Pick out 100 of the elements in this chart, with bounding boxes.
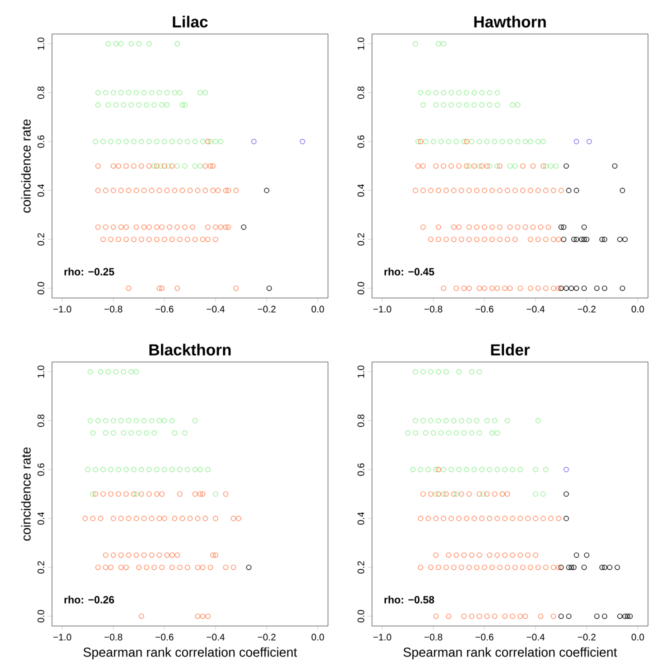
point xyxy=(518,466,523,472)
point xyxy=(412,41,418,46)
point xyxy=(246,564,252,570)
point xyxy=(581,564,587,570)
point xyxy=(123,138,129,144)
point xyxy=(574,188,580,194)
point xyxy=(461,430,467,436)
point xyxy=(489,430,495,436)
point xyxy=(486,102,492,108)
point xyxy=(410,466,416,472)
x-tick-label: −1.0 xyxy=(53,634,72,640)
point xyxy=(212,491,218,497)
x-tick-label: −0.4 xyxy=(526,634,545,640)
point xyxy=(612,163,618,169)
point xyxy=(564,491,569,497)
point xyxy=(120,369,126,374)
point xyxy=(602,564,608,570)
point xyxy=(451,418,456,424)
point xyxy=(500,138,505,144)
chart-title: Hawthorn xyxy=(474,16,546,28)
point xyxy=(535,138,541,144)
x-tick-label: −0.8 xyxy=(424,306,442,312)
point xyxy=(85,466,90,472)
point xyxy=(476,369,482,374)
y-axis-title: coincidence rate xyxy=(21,119,31,213)
point xyxy=(126,418,132,424)
point xyxy=(472,466,477,472)
point xyxy=(118,41,124,46)
point xyxy=(152,102,157,108)
point xyxy=(90,491,96,497)
x-tick-label: −0.8 xyxy=(424,634,442,640)
point xyxy=(476,163,482,169)
point xyxy=(566,188,572,194)
point xyxy=(141,90,147,96)
point xyxy=(134,418,139,424)
y-tick-label: 1.0 xyxy=(38,366,44,378)
point xyxy=(174,163,180,169)
point xyxy=(159,102,165,108)
point xyxy=(469,369,474,374)
point xyxy=(144,430,150,436)
point xyxy=(474,418,480,424)
point xyxy=(120,102,126,108)
point xyxy=(266,286,272,291)
point xyxy=(420,102,426,108)
point xyxy=(620,188,626,194)
point xyxy=(564,163,569,169)
point xyxy=(436,369,442,374)
point xyxy=(512,163,518,169)
point xyxy=(198,163,203,169)
point xyxy=(492,138,498,144)
point xyxy=(472,102,477,108)
point xyxy=(456,466,462,472)
point xyxy=(476,138,482,144)
point xyxy=(103,430,108,436)
point xyxy=(264,188,270,194)
point xyxy=(251,138,257,144)
point xyxy=(607,564,612,570)
point xyxy=(561,224,566,230)
point xyxy=(522,138,528,144)
point xyxy=(430,430,436,436)
point xyxy=(241,224,246,230)
point xyxy=(208,138,214,144)
point xyxy=(566,614,572,619)
point xyxy=(192,163,198,169)
point xyxy=(418,466,424,472)
point xyxy=(564,516,569,522)
point xyxy=(448,102,454,108)
point xyxy=(622,614,628,619)
point xyxy=(100,466,106,472)
point xyxy=(464,102,470,108)
point xyxy=(433,466,439,472)
point xyxy=(504,418,510,424)
y-tick-label: 0.4 xyxy=(38,184,44,197)
point xyxy=(198,90,203,96)
point xyxy=(95,102,101,108)
point xyxy=(405,430,410,436)
point xyxy=(446,430,452,436)
point xyxy=(146,466,152,472)
x-tick-label: −0.4 xyxy=(206,634,225,640)
y-tick-label: 1.0 xyxy=(358,38,364,50)
point xyxy=(480,491,486,497)
point xyxy=(177,138,182,144)
y-tick-label: 0.2 xyxy=(358,233,364,246)
x-tick-label: −0.6 xyxy=(156,634,174,640)
point xyxy=(581,224,587,230)
point xyxy=(568,564,574,570)
y-tick-label: 0.2 xyxy=(38,561,44,574)
point xyxy=(602,614,608,619)
point xyxy=(461,138,467,144)
point xyxy=(415,138,421,144)
y-tick-label: 0.0 xyxy=(358,610,364,622)
x-tick-label: −1.0 xyxy=(373,634,392,640)
point xyxy=(548,163,554,169)
x-tick-label: 0.0 xyxy=(312,634,324,640)
point xyxy=(466,418,472,424)
point xyxy=(426,466,431,472)
point xyxy=(128,41,134,46)
point xyxy=(177,466,182,472)
point xyxy=(440,90,446,96)
point xyxy=(128,369,134,374)
